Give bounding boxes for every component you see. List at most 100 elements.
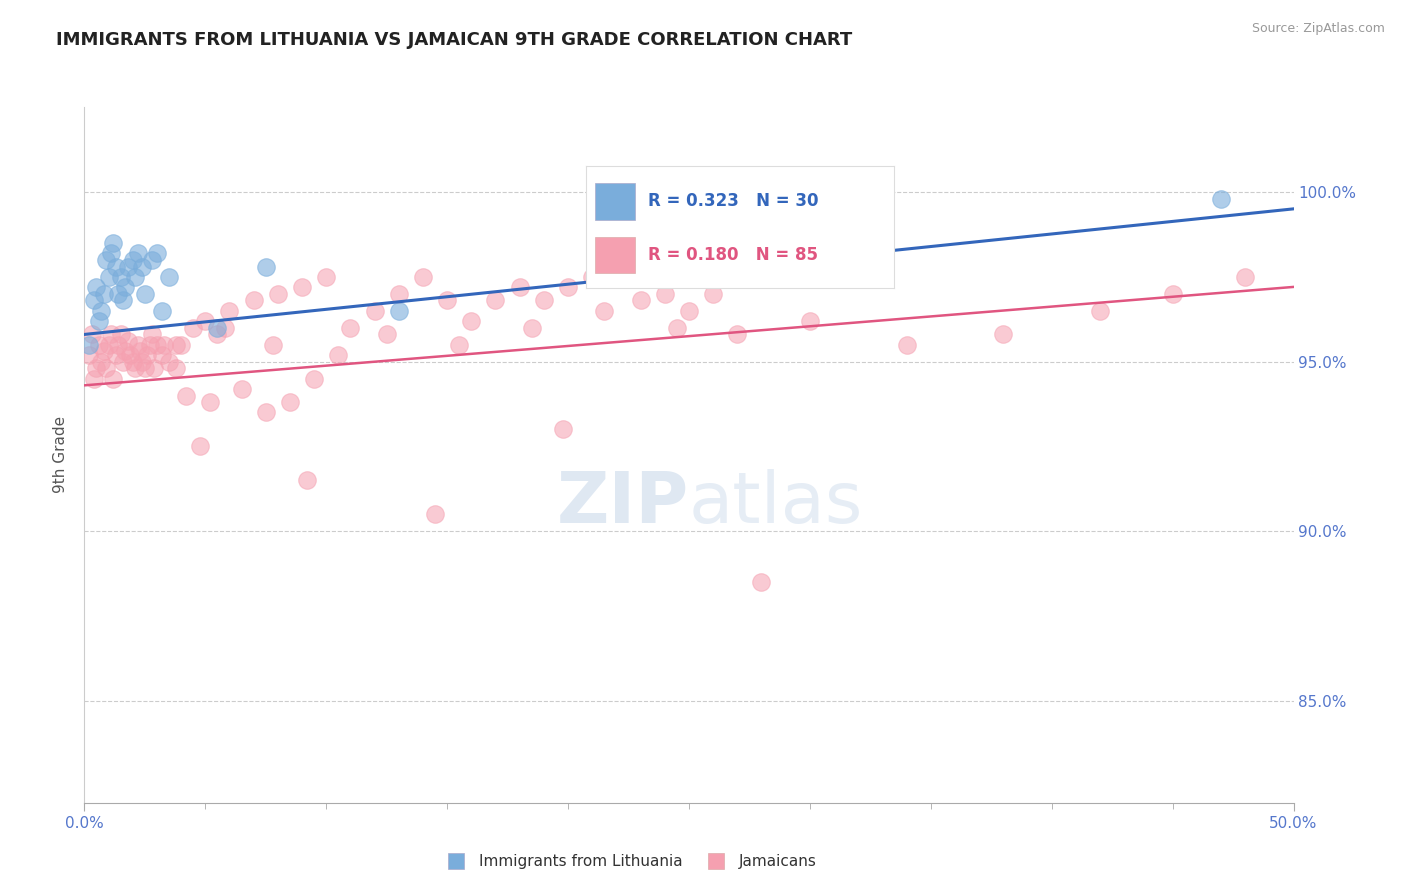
Point <box>146 337 169 351</box>
Point <box>127 337 149 351</box>
Point <box>90 354 112 368</box>
Point <box>190 439 212 453</box>
Point <box>110 269 132 284</box>
Point <box>104 260 127 274</box>
Point <box>124 361 146 376</box>
Point <box>124 269 146 284</box>
Point <box>520 320 543 334</box>
Point <box>207 320 229 334</box>
Point <box>93 344 115 359</box>
Point <box>1234 269 1257 284</box>
Point <box>198 395 221 409</box>
Point <box>702 286 724 301</box>
Point <box>103 235 125 250</box>
Point <box>581 269 603 284</box>
Point <box>114 280 136 294</box>
Point <box>138 337 160 351</box>
Point <box>1088 303 1111 318</box>
Point <box>121 354 143 368</box>
Point <box>97 269 120 284</box>
Point <box>170 337 193 351</box>
Point <box>533 293 555 308</box>
Point <box>117 260 139 274</box>
Point <box>295 474 318 488</box>
Point <box>110 327 132 342</box>
Point <box>129 344 152 359</box>
Point <box>100 327 122 342</box>
Point <box>194 314 217 328</box>
Point <box>214 320 236 334</box>
Point <box>150 303 173 318</box>
Point <box>509 280 531 294</box>
Point <box>375 327 398 342</box>
Point <box>141 252 163 267</box>
Point <box>605 252 627 267</box>
Point <box>799 314 821 328</box>
Point <box>97 337 120 351</box>
Point <box>484 293 506 308</box>
Point <box>363 303 385 318</box>
Point <box>114 344 136 359</box>
Point <box>449 337 471 351</box>
Point <box>751 575 773 590</box>
Point <box>146 246 169 260</box>
Point <box>278 395 301 409</box>
Point <box>553 422 575 436</box>
Point <box>86 280 108 294</box>
Point <box>87 337 110 351</box>
Text: atlas: atlas <box>689 469 863 538</box>
Point <box>993 327 1015 342</box>
Point <box>262 337 284 351</box>
Point <box>131 260 153 274</box>
Point <box>77 348 100 362</box>
Point <box>207 327 229 342</box>
Point <box>291 280 314 294</box>
Point <box>218 303 240 318</box>
Point <box>388 286 411 301</box>
Point <box>136 348 159 362</box>
Point <box>460 314 482 328</box>
Point <box>157 354 180 368</box>
Point <box>93 286 115 301</box>
Point <box>87 314 110 328</box>
Point <box>231 382 253 396</box>
Point <box>339 320 361 334</box>
Point <box>100 246 122 260</box>
Point <box>86 361 108 376</box>
Point <box>1209 192 1232 206</box>
Point <box>423 508 446 522</box>
Point <box>134 361 156 376</box>
Point <box>174 388 197 402</box>
Point <box>112 293 135 308</box>
Point <box>143 361 166 376</box>
Point <box>654 286 676 301</box>
Point <box>150 348 173 362</box>
Point <box>605 260 627 274</box>
Text: ZIP: ZIP <box>557 469 689 538</box>
Point <box>107 286 129 301</box>
Point <box>121 252 143 267</box>
Point <box>103 371 125 385</box>
Point <box>593 303 616 318</box>
Point <box>94 252 117 267</box>
Point <box>94 361 117 376</box>
Text: Source: ZipAtlas.com: Source: ZipAtlas.com <box>1251 22 1385 36</box>
Point <box>80 327 103 342</box>
Point <box>436 293 458 308</box>
Legend: Immigrants from Lithuania, Jamaicans: Immigrants from Lithuania, Jamaicans <box>434 848 823 875</box>
Point <box>725 327 748 342</box>
Point <box>83 371 105 385</box>
Point <box>83 293 105 308</box>
Point <box>120 348 142 362</box>
Point <box>630 293 652 308</box>
Point <box>131 354 153 368</box>
Point <box>267 286 290 301</box>
Point <box>157 269 180 284</box>
Point <box>242 293 264 308</box>
Point <box>141 327 163 342</box>
Point <box>127 246 149 260</box>
Point <box>557 280 579 294</box>
Point <box>254 260 277 274</box>
Point <box>388 303 411 318</box>
Point <box>77 337 100 351</box>
